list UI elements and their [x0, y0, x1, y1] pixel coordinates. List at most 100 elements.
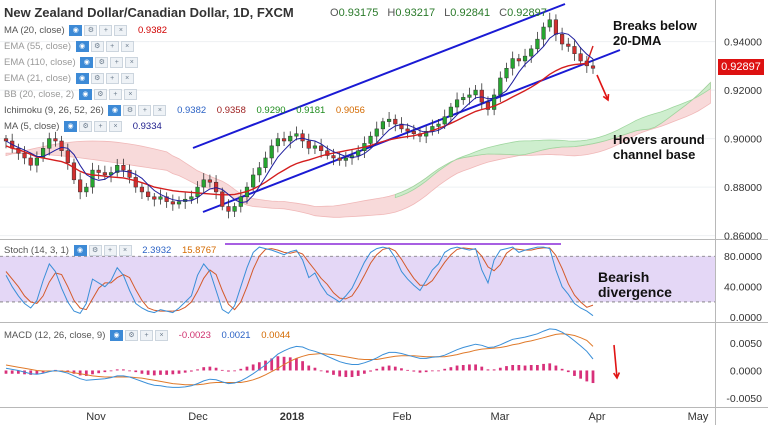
price-down-arrow-head: [602, 93, 610, 102]
close-icon[interactable]: ×: [109, 121, 123, 132]
candle-body: [405, 128, 410, 132]
candle-body: [281, 138, 287, 142]
candle-body: [306, 140, 311, 149]
candle-body: [319, 145, 324, 151]
gear-icon[interactable]: ⚙: [90, 73, 104, 84]
macd-histogram-bar: [319, 370, 323, 372]
candle-body: [553, 19, 559, 35]
ichimoku-base-value: 0.9358: [216, 105, 246, 117]
plus-icon[interactable]: +: [140, 330, 154, 341]
plus-icon[interactable]: +: [105, 73, 119, 84]
legend-ma5[interactable]: MA (5, close) ◉ ⚙ + × 0.9334: [4, 121, 162, 132]
close-icon[interactable]: ×: [125, 57, 139, 68]
price-tick-label: 0.88000: [724, 182, 762, 194]
macd-histogram-bar: [573, 370, 576, 376]
macd-histogram-bar: [369, 370, 372, 372]
macd-histogram-bar: [41, 370, 45, 373]
plus-icon[interactable]: +: [138, 105, 152, 116]
macd-histogram-bar: [245, 366, 249, 371]
high-value: 0.93217: [395, 7, 436, 19]
macd-histogram-bar: [91, 370, 94, 375]
price-tick-label: 0.92000: [724, 85, 762, 97]
plus-icon[interactable]: +: [99, 25, 113, 36]
macd-histogram-bar: [455, 365, 459, 371]
indicator-name: BB (20, close, 2): [4, 89, 75, 101]
eye-icon[interactable]: ◉: [80, 57, 94, 68]
candle-body: [84, 186, 89, 193]
macd-histogram-bar: [282, 356, 286, 371]
stoch-tick-label: 80.0000: [724, 251, 762, 263]
time-tick-label: Dec: [188, 411, 208, 423]
close-icon[interactable]: ×: [153, 105, 167, 116]
candle-body: [485, 101, 491, 110]
macd-histogram-bar: [159, 370, 162, 375]
plus-icon[interactable]: +: [94, 121, 108, 132]
gear-icon[interactable]: ⚙: [125, 330, 139, 341]
gear-icon[interactable]: ⚙: [84, 25, 98, 36]
close-icon[interactable]: ×: [155, 330, 169, 341]
gear-icon[interactable]: ⚙: [79, 121, 93, 132]
macd-histogram-bar: [16, 370, 20, 374]
legend-stoch[interactable]: Stoch (14, 3, 1) ◉ ⚙ + × 2.3932 15.8767: [4, 245, 216, 256]
candle-body: [547, 19, 552, 28]
legend-ma20[interactable]: MA (20, close) ◉ ⚙ + × 0.9382: [4, 25, 167, 36]
eye-icon[interactable]: ◉: [64, 121, 78, 132]
legend-ema55[interactable]: EMA (55, close) ◉ ⚙ + ×: [4, 41, 134, 52]
close-icon[interactable]: ×: [114, 25, 128, 36]
eye-icon[interactable]: ◉: [75, 41, 89, 52]
macd-histogram-bar: [202, 367, 206, 371]
plus-icon[interactable]: +: [105, 41, 119, 52]
macd-histogram-bar: [140, 370, 144, 374]
candle-body: [269, 145, 274, 159]
candle-body: [572, 46, 577, 54]
close-value: 0.92897: [507, 7, 547, 19]
candle-body: [294, 133, 299, 137]
eye-icon[interactable]: ◉: [73, 245, 87, 256]
legend-macd[interactable]: MACD (12, 26, close, 9) ◉ ⚙ + × -0.0023 0.0…: [4, 330, 290, 341]
macd-histogram-bar: [239, 368, 243, 371]
plus-icon[interactable]: +: [103, 245, 117, 256]
macd-histogram-bar: [548, 363, 552, 371]
macd-histogram-bar: [505, 366, 508, 371]
candle-body: [34, 157, 39, 166]
candle-body: [467, 94, 472, 98]
gear-icon[interactable]: ⚙: [95, 57, 109, 68]
macd-hist-value: -0.0023: [178, 330, 211, 342]
eye-icon[interactable]: ◉: [110, 330, 124, 341]
candle-body: [257, 167, 262, 176]
candle-body: [411, 131, 416, 134]
close-icon[interactable]: ×: [120, 41, 134, 52]
symbol-title[interactable]: New Zealand Dollar/Canadian Dollar, 1D, …: [4, 5, 294, 20]
macd-histogram-bar: [307, 365, 311, 371]
legend-ichimoku[interactable]: Ichimoku (9, 26, 52, 26) ◉ ⚙ + × 0.9382 0.9…: [4, 105, 365, 116]
macd-histogram-bar: [350, 370, 354, 378]
stochastic-pane: [0, 243, 715, 317]
macd-histogram-bar: [251, 364, 255, 371]
close-icon[interactable]: ×: [120, 73, 134, 84]
gear-icon[interactable]: ⚙: [123, 105, 137, 116]
macd-histogram-bar: [387, 365, 391, 371]
gear-icon[interactable]: ⚙: [88, 245, 102, 256]
close-icon[interactable]: ×: [118, 245, 132, 256]
gear-icon[interactable]: ⚙: [90, 41, 104, 52]
close-icon[interactable]: ×: [123, 89, 137, 100]
plus-icon[interactable]: +: [108, 89, 122, 100]
candle-body: [71, 162, 77, 181]
eye-icon[interactable]: ◉: [78, 89, 92, 100]
eye-icon[interactable]: ◉: [108, 105, 122, 116]
time-tick-label: Mar: [491, 411, 510, 423]
stoch-tick-label: 0.0000: [730, 312, 762, 324]
candle-body: [22, 152, 27, 159]
plus-icon[interactable]: +: [110, 57, 124, 68]
legend-ema21[interactable]: EMA (21, close) ◉ ⚙ + ×: [4, 73, 134, 84]
legend-ema110[interactable]: EMA (110, close) ◉ ⚙ + ×: [4, 57, 139, 68]
eye-icon[interactable]: ◉: [75, 73, 89, 84]
eye-icon[interactable]: ◉: [69, 25, 83, 36]
gear-icon[interactable]: ⚙: [93, 89, 107, 100]
macd-histogram-bar: [461, 365, 465, 371]
candle-body: [65, 150, 70, 164]
macd-down-arrow: [613, 344, 618, 379]
legend-bb[interactable]: BB (20, close, 2) ◉ ⚙ + ×: [4, 89, 137, 100]
candle-body: [59, 140, 64, 151]
indicator-name: MA (5, close): [4, 121, 60, 133]
